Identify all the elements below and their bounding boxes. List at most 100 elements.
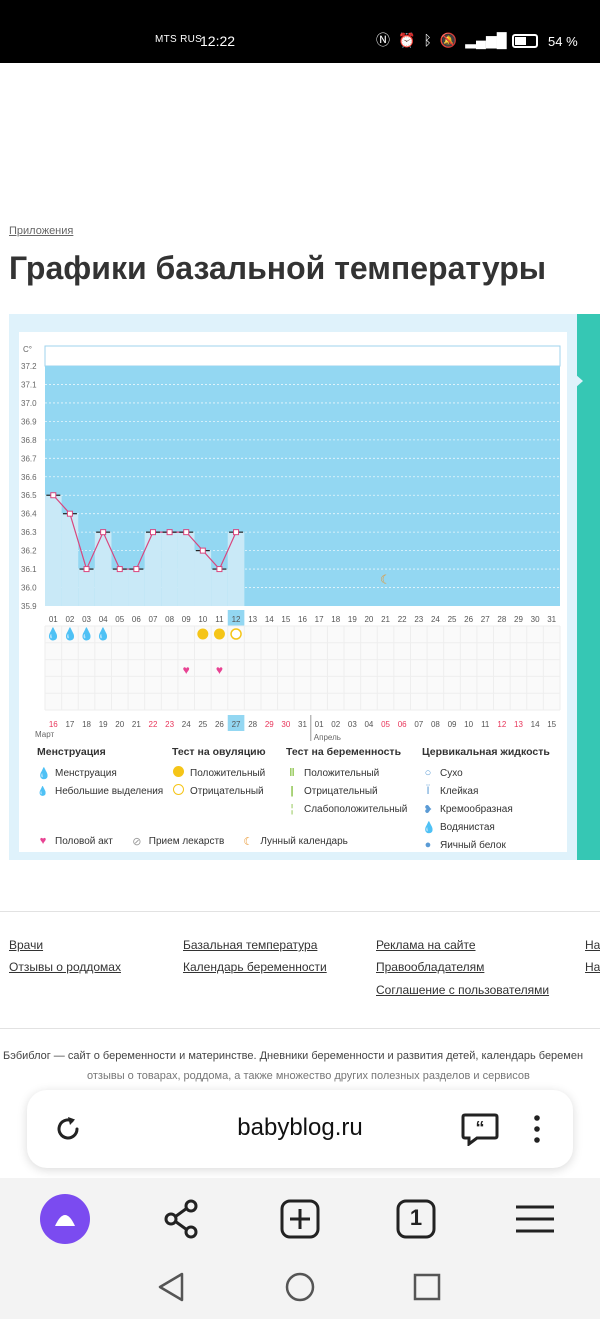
date-label: 27 xyxy=(232,720,241,729)
footer-link[interactable]: На xyxy=(585,960,600,974)
clock: 12:22 xyxy=(200,33,236,49)
recent-apps-icon[interactable] xyxy=(407,1270,447,1304)
reload-icon[interactable] xyxy=(53,1114,83,1144)
x-tick-label: 28 xyxy=(497,615,506,624)
egg-white-icon: ● xyxy=(424,839,432,851)
pill-icon: ⊘ xyxy=(132,835,142,848)
y-tick-label: 36.4 xyxy=(21,510,37,519)
date-label: 14 xyxy=(531,720,540,729)
status-bar: MTS RUS 12:22 Ⓝ ⏰ ᛒ 🔕 ▂▄▆█ 54 % xyxy=(0,0,600,63)
alice-assistant-icon[interactable] xyxy=(40,1194,90,1244)
yellow-circle-icon xyxy=(172,766,184,780)
menstruation-marker: 💧 xyxy=(62,627,77,641)
temperature-point xyxy=(183,529,190,536)
date-label: 09 xyxy=(448,720,457,729)
moon-marker: ☾ xyxy=(380,573,391,587)
y-tick-label: 36.6 xyxy=(21,473,37,482)
x-tick-label: 30 xyxy=(531,615,540,624)
date-label: 04 xyxy=(364,720,373,729)
footer-link[interactable]: Базальная температура xyxy=(183,938,318,952)
footer-link[interactable]: Календарь беременности xyxy=(183,960,327,974)
alarm-icon: ⏰ xyxy=(398,32,416,48)
side-panel-arrow-icon xyxy=(575,374,583,388)
side-panel-strip xyxy=(577,314,600,860)
temp-column xyxy=(61,513,79,606)
temp-column xyxy=(144,532,162,606)
x-tick-label: 18 xyxy=(331,615,340,624)
legend-item: Отрицательный xyxy=(304,785,378,797)
x-tick-label: 25 xyxy=(448,615,457,624)
browser-url-bar[interactable]: babyblog.ru “ xyxy=(27,1090,573,1168)
plot-area xyxy=(45,366,560,606)
temperature-point xyxy=(233,529,240,536)
share-icon[interactable] xyxy=(157,1194,207,1244)
date-label: 01 xyxy=(315,720,324,729)
chart-card: C° 37.2 37.1 37.0 36.9 36.8 36.7 36.6 36.5 36.4 36… xyxy=(19,332,567,852)
mute-icon: 🔕 xyxy=(439,32,458,48)
date-label: 13 xyxy=(514,720,523,729)
legend-item: Клейкая xyxy=(440,785,479,797)
footer-link[interactable]: Реклама на сайте xyxy=(376,938,476,952)
x-tick-label: 02 xyxy=(65,615,74,624)
more-menu-icon[interactable] xyxy=(527,1112,547,1146)
tabs-button[interactable]: 1 xyxy=(391,1194,441,1244)
date-label: 17 xyxy=(65,720,74,729)
temp-column xyxy=(45,495,62,606)
x-tick-label: 22 xyxy=(398,615,407,624)
y-tick-label: 36.0 xyxy=(21,584,37,593)
footer-link[interactable]: Правообладателям xyxy=(376,960,485,974)
y-tick-label: 36.8 xyxy=(21,436,37,445)
date-label: 20 xyxy=(115,720,124,729)
date-label: 30 xyxy=(281,720,290,729)
footer-link[interactable]: На xyxy=(585,938,600,952)
temperature-point xyxy=(166,529,173,536)
empty-circle-icon xyxy=(172,784,184,798)
menstruation-marker: 💧 xyxy=(79,627,94,641)
temperature-point xyxy=(83,566,90,573)
x-tick-label: 15 xyxy=(281,615,290,624)
back-icon[interactable] xyxy=(152,1270,192,1304)
footer-link[interactable]: Соглашение с пользователями xyxy=(376,983,550,997)
x-tick-label: 16 xyxy=(298,615,307,624)
legend-item: Небольшие выделения xyxy=(55,785,164,797)
date-label: 29 xyxy=(265,720,274,729)
battery-icon xyxy=(512,34,538,48)
y-tick-label: 36.7 xyxy=(21,454,37,463)
footer-link[interactable]: Врачи xyxy=(9,938,44,952)
y-tick-label: 37.2 xyxy=(21,362,37,371)
temperature-point xyxy=(133,566,140,573)
nfc-icon: Ⓝ xyxy=(376,32,390,48)
date-label: 12 xyxy=(497,720,506,729)
x-tick-label: 20 xyxy=(364,615,373,624)
home-icon[interactable] xyxy=(280,1270,320,1304)
x-tick-label: 19 xyxy=(348,615,357,624)
footer-link[interactable]: Отзывы о роддомах xyxy=(9,960,121,974)
x-tick-label: 07 xyxy=(149,615,158,624)
temp-column xyxy=(78,569,95,606)
small-drop-icon: 💧 xyxy=(37,785,49,796)
legend-item: Водянистая xyxy=(440,821,495,833)
x-tick-label: 05 xyxy=(115,615,124,624)
temp-column xyxy=(211,569,228,606)
bluetooth-icon: ᛒ xyxy=(423,32,432,48)
temperature-point xyxy=(199,547,206,554)
highlighted-day-cell xyxy=(227,610,245,626)
heart-icon: ♥ xyxy=(39,835,47,847)
legend-header: Тест на овуляцию xyxy=(172,746,266,758)
legend-header: Менструация xyxy=(37,746,106,758)
menstruation-marker: 💧 xyxy=(96,627,111,641)
x-tick-label: 27 xyxy=(481,615,490,624)
y-tick-label: 36.1 xyxy=(21,565,37,574)
dry-circle-icon: ○ xyxy=(424,767,432,779)
hamburger-menu-icon[interactable] xyxy=(510,1194,560,1244)
intercourse-marker: ♥ xyxy=(183,663,190,677)
new-tab-icon[interactable] xyxy=(275,1194,325,1244)
breadcrumb-apps[interactable]: Приложения xyxy=(9,225,74,237)
x-tick-label: 29 xyxy=(514,615,523,624)
date-label: 23 xyxy=(165,720,174,729)
url-text[interactable]: babyblog.ru xyxy=(237,1114,363,1141)
svg-text:“: “ xyxy=(476,1118,485,1138)
legend-cervical-fluid: Цервикальная жидкость ○ Сухо Ϊ Клейкая ❥ Кр… xyxy=(422,746,550,854)
comments-icon[interactable]: “ xyxy=(461,1112,499,1146)
x-tick-label: 31 xyxy=(547,615,556,624)
